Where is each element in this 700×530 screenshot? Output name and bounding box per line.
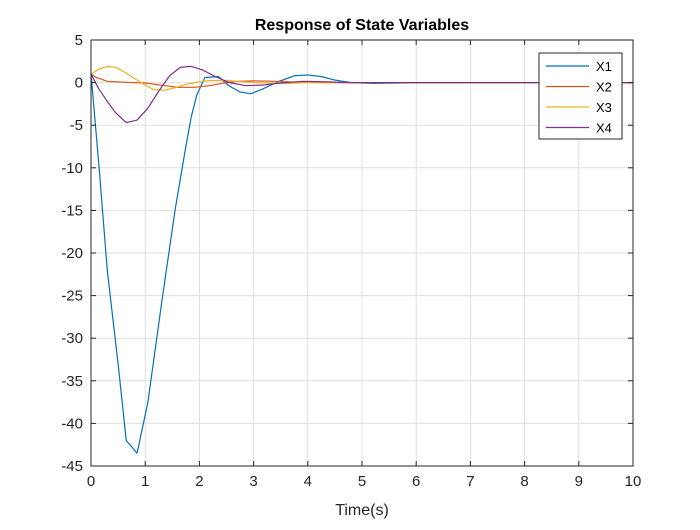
y-tick-label: -45: [61, 458, 83, 475]
x-tick-label: 2: [195, 473, 203, 490]
x-tick-label: 4: [304, 473, 312, 490]
y-tick-label: -10: [61, 160, 83, 177]
x-tick-label: 5: [358, 473, 366, 490]
series-lines: [90, 65, 633, 454]
y-tick-label: -30: [61, 330, 83, 347]
x-tick-label: 1: [141, 473, 149, 490]
x-tick-label: 9: [575, 473, 583, 490]
chart-title: Response of State Variables: [255, 17, 469, 34]
x-tick-label: 10: [625, 473, 642, 490]
series-line-x4: [90, 65, 633, 124]
y-tick-label: -40: [61, 415, 83, 432]
y-tick-label: -15: [61, 202, 83, 219]
legend: X1 X2 X3 X4: [538, 52, 623, 140]
y-tick-label: -35: [61, 373, 83, 390]
y-tick-label: 0: [75, 75, 83, 92]
y-tick-label: -20: [61, 245, 83, 262]
legend-label-x4: X4: [596, 121, 612, 136]
y-tick-label: -25: [61, 288, 83, 305]
legend-label-x1: X1: [596, 59, 612, 74]
axis-ticks: 0 1 2 3 4 5 6 7 8 9 10 5 0 -5 -10 -15 -20 -25 -30 -35 -40 -45: [61, 32, 641, 490]
y-tick-label: 5: [75, 32, 83, 49]
legend-label-x3: X3: [596, 100, 612, 115]
legend-label-x2: X2: [596, 80, 612, 95]
x-axis-label: Time(s): [335, 502, 389, 519]
x-tick-label: 0: [87, 473, 95, 490]
legend-box: [538, 52, 623, 140]
x-tick-label: 8: [520, 473, 528, 490]
x-tick-label: 7: [466, 473, 474, 490]
x-tick-label: 3: [249, 473, 257, 490]
y-tick-label: -5: [70, 117, 83, 134]
x-tick-label: 6: [412, 473, 420, 490]
